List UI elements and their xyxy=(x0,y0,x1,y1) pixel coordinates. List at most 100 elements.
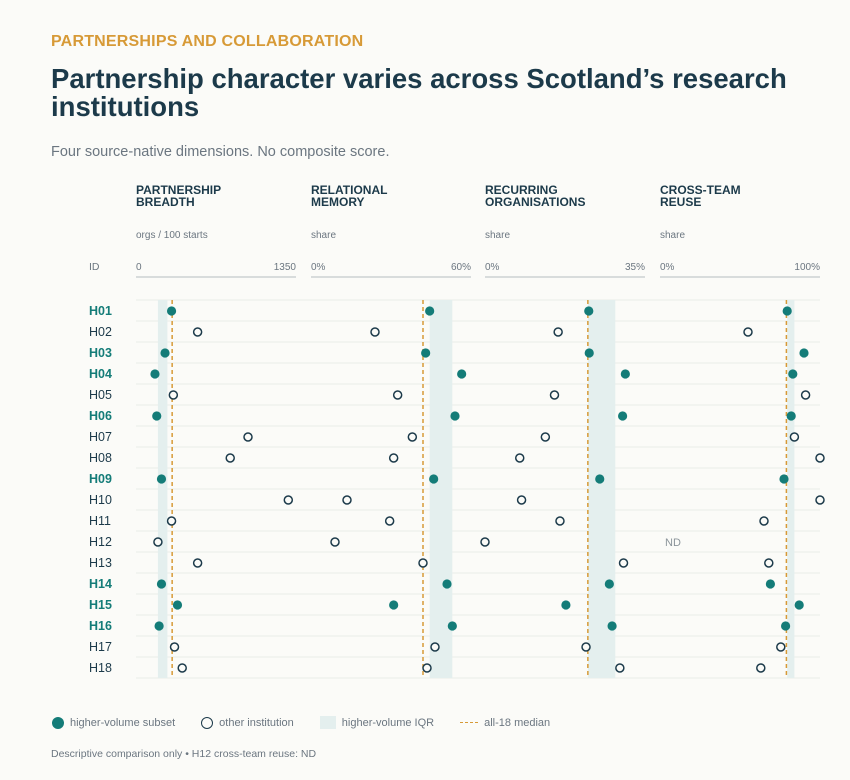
data-point-h15 xyxy=(561,600,571,610)
row-label-h12: H12 xyxy=(89,535,112,549)
id-column-header: ID xyxy=(89,261,100,273)
axis-max-label: 1350 xyxy=(274,262,297,273)
axis-max-label: 60% xyxy=(451,262,471,273)
panel-title: MEMORY xyxy=(311,195,365,209)
data-point-h05 xyxy=(392,390,403,400)
data-point-h17 xyxy=(581,642,591,652)
legend-item-other: other institution xyxy=(201,716,294,729)
data-point-h05 xyxy=(549,390,560,400)
data-point-h18 xyxy=(615,663,625,673)
data-point-h18 xyxy=(422,663,432,673)
data-point-h09 xyxy=(429,474,439,484)
legend-label: all-18 median xyxy=(484,716,551,729)
row-label-h02: H02 xyxy=(89,325,112,339)
eyebrow: PARTNERSHIPS AND COLLABORATION xyxy=(51,33,364,50)
data-point-h12 xyxy=(480,537,490,547)
open-dot-icon xyxy=(201,716,214,729)
axis-min-label: 0% xyxy=(660,262,675,273)
data-point-h07 xyxy=(789,432,800,442)
data-point-h06 xyxy=(450,411,460,421)
data-point-h10 xyxy=(516,495,527,505)
filled-dot-icon xyxy=(52,716,64,729)
data-point-h11 xyxy=(555,516,565,526)
data-point-h03 xyxy=(584,348,594,358)
row-label-h07: H07 xyxy=(89,430,112,444)
data-point-h09 xyxy=(595,474,605,484)
data-point-h18 xyxy=(177,663,187,673)
data-point-h12 xyxy=(153,537,163,547)
legend-label: higher-volume subset xyxy=(70,716,176,729)
data-point-h01 xyxy=(782,306,792,316)
data-point-h17 xyxy=(169,642,180,652)
data-point-h15 xyxy=(794,600,804,610)
panel-title: REUSE xyxy=(660,195,701,209)
data-point-h06 xyxy=(618,411,628,421)
legend-label: higher-volume IQR xyxy=(341,716,435,729)
data-point-h16 xyxy=(781,621,791,631)
iqr-band xyxy=(787,300,795,678)
data-point-h06 xyxy=(786,411,796,421)
data-point-h12 xyxy=(330,537,340,547)
panel-unit: share xyxy=(311,230,336,241)
data-point-h14 xyxy=(156,579,167,589)
panel-title: ORGANISATIONS xyxy=(485,195,585,209)
axis-min-label: 0% xyxy=(485,262,500,273)
data-point-h07 xyxy=(407,432,418,442)
data-point-h15 xyxy=(389,600,399,610)
data-point-h08 xyxy=(815,453,825,463)
data-point-h09 xyxy=(156,474,167,484)
iqr-band xyxy=(587,300,616,678)
data-point-h13 xyxy=(764,558,774,568)
panel-unit: orgs / 100 starts xyxy=(136,230,208,241)
row-label-h09: H09 xyxy=(89,472,112,486)
legend-item-iqr: higher-volume IQR xyxy=(319,716,435,729)
data-point-h10 xyxy=(283,495,294,505)
legend: higher-volume subset other institution h… xyxy=(52,716,576,729)
data-point-h10 xyxy=(342,495,352,505)
data-point-h04 xyxy=(457,369,467,379)
axis-min-label: 0% xyxy=(311,262,326,273)
data-point-h02 xyxy=(192,327,203,337)
data-point-h13 xyxy=(418,558,428,568)
data-point-h06 xyxy=(152,411,162,421)
data-point-h17 xyxy=(776,642,786,652)
axis-max-label: 100% xyxy=(794,262,820,273)
data-point-h13 xyxy=(618,558,629,568)
data-point-h11 xyxy=(166,516,177,526)
dot-chart: ID H01 H02 H03 H04 H05 H06 H07 H08 H09 H10 H11 H12 H1… xyxy=(89,183,825,679)
data-point-h02 xyxy=(553,327,563,337)
subtitle: Four source-native dimensions. No compos… xyxy=(51,144,390,160)
data-point-h05 xyxy=(800,390,811,400)
data-point-h09 xyxy=(779,474,789,484)
row-label-h05: H05 xyxy=(89,388,112,402)
data-point-h14 xyxy=(765,579,776,589)
data-point-h01 xyxy=(166,306,177,316)
data-point-h02 xyxy=(370,327,380,337)
data-point-h05 xyxy=(168,390,179,400)
row-label-h15: H15 xyxy=(89,598,112,612)
legend-item-higher-volume: higher-volume subset xyxy=(52,716,176,729)
panel-title: RELATIONAL xyxy=(311,183,387,197)
iqr-band xyxy=(157,300,168,678)
data-point-h04 xyxy=(150,369,160,379)
row-label-h04: H04 xyxy=(89,367,112,381)
band-swatch-icon xyxy=(319,716,336,729)
row-label-h11: H11 xyxy=(89,514,111,528)
data-point-h10 xyxy=(815,495,825,505)
row-label-h03: H03 xyxy=(89,346,112,360)
missing-value-label: ND xyxy=(665,537,681,549)
data-point-h03 xyxy=(799,348,809,358)
data-point-h08 xyxy=(388,453,399,463)
row-label-h18: H18 xyxy=(89,661,112,675)
data-point-h07 xyxy=(540,432,551,442)
data-point-h16 xyxy=(607,621,617,631)
data-point-h03 xyxy=(421,348,431,358)
row-label-h13: H13 xyxy=(89,556,112,570)
panel-unit: share xyxy=(485,230,510,241)
legend-label: other institution xyxy=(219,716,294,729)
row-label-h01: H01 xyxy=(89,304,112,318)
panel-title: PARTNERSHIP xyxy=(136,183,221,197)
data-point-h17 xyxy=(430,642,440,652)
data-point-h14 xyxy=(442,579,452,589)
footnote: Descriptive comparison only • H12 cross-… xyxy=(51,748,317,760)
